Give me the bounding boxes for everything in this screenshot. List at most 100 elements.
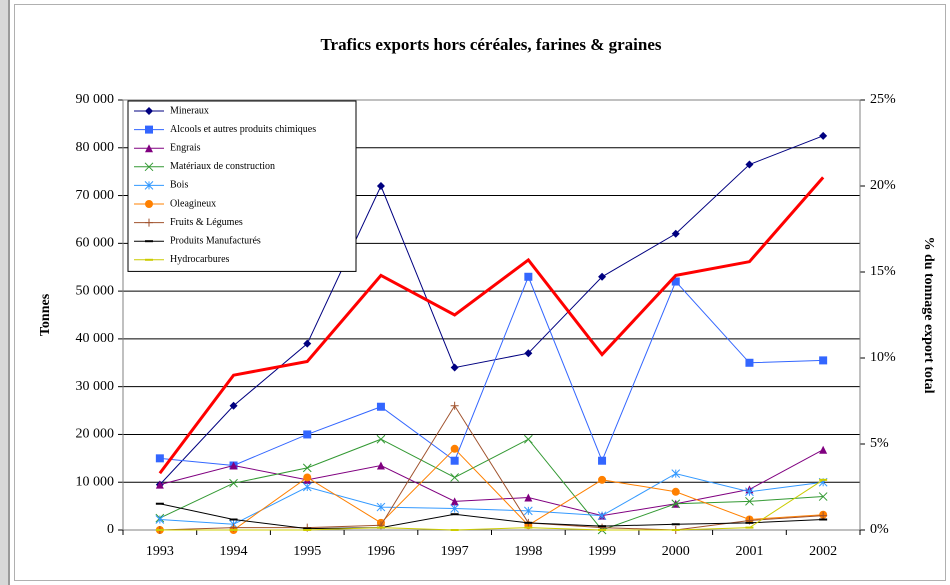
x-tick-label: 1999: [588, 544, 616, 559]
marker: [450, 497, 459, 506]
legend-marker: [145, 144, 153, 153]
y-tick-label: 20 000: [76, 427, 115, 442]
marker: [524, 349, 533, 358]
y2-tick-label: 25%: [870, 92, 896, 107]
x-tick-label: 1995: [293, 544, 321, 559]
marker: [671, 487, 680, 496]
legend-marker: [144, 162, 154, 172]
marker: [376, 461, 385, 470]
marker: [671, 229, 680, 238]
marker: [598, 272, 607, 281]
marker: [745, 358, 754, 367]
x-tick-label: 2001: [735, 544, 763, 559]
series-line: [159, 479, 824, 531]
y2-tick-label: 10%: [870, 350, 896, 365]
y2-axis-title: % du tonnage export total: [921, 236, 936, 393]
x-tick-label: 1996: [367, 544, 395, 559]
legend-label: Hydrocarbures: [170, 254, 230, 265]
legend-label: Mineraux: [170, 105, 209, 116]
marker: [523, 506, 533, 516]
legend-label: Bois: [170, 180, 188, 191]
series-line: [159, 135, 824, 485]
marker: [229, 401, 238, 410]
marker: [376, 402, 385, 411]
marker: [302, 463, 312, 473]
y2-tick-label: 20%: [870, 178, 896, 193]
marker: [818, 492, 828, 501]
legend-label: Matériaux de construction: [170, 161, 275, 172]
y-tick-label: 50 000: [76, 283, 115, 298]
series-line: [159, 438, 824, 531]
marker: [819, 356, 828, 365]
marker: [376, 502, 386, 512]
marker: [745, 496, 754, 506]
y-tick-label: 80 000: [76, 140, 115, 155]
legend: Mineraux Alcools et autres produits chimi…: [127, 100, 357, 272]
marker: [598, 456, 607, 465]
marker: [523, 434, 533, 444]
legend-box: [127, 100, 357, 272]
marker: [303, 430, 312, 439]
marker: [819, 445, 828, 454]
x-tick-label: 2002: [809, 544, 837, 559]
marker: [450, 456, 459, 465]
marker: [597, 511, 607, 521]
marker: [450, 473, 460, 482]
marker: [450, 401, 459, 410]
series-line: [159, 473, 824, 525]
marker: [819, 131, 828, 140]
y-tick-label: 0: [107, 522, 114, 537]
chart-frame: [14, 4, 946, 581]
y2-tick-label: 5%: [870, 436, 889, 451]
y2-tick-label: 15%: [870, 264, 896, 279]
marker: [745, 160, 754, 169]
legend-marker: [145, 107, 153, 115]
legend-marker: [144, 181, 154, 190]
legend-label: Produits Manufacturés: [170, 235, 261, 246]
marker: [376, 182, 385, 190]
x-tick-label: 1998: [514, 544, 542, 559]
marker: [671, 469, 681, 478]
y-tick-label: 10 000: [76, 474, 115, 489]
marker: [745, 487, 754, 497]
chart-title: Trafics exports hors céréales, farines &…: [320, 35, 661, 54]
legend-label: Alcools et autres produits chimiques: [170, 124, 316, 135]
marker: [671, 499, 681, 509]
marker: [229, 461, 238, 470]
series-line: [159, 275, 824, 467]
x-tick-label: 1997: [441, 544, 469, 559]
marker: [671, 277, 680, 286]
y-tick-label: 60 000: [76, 236, 115, 251]
legend-marker: [145, 125, 153, 134]
marker: [598, 475, 607, 484]
series-line: [159, 449, 824, 517]
marker: [450, 363, 459, 372]
y2-tick-label: 0%: [870, 522, 889, 537]
marker: [155, 480, 164, 489]
legend-label: Fruits & Légumes: [170, 217, 243, 228]
y-tick-label: 90 000: [76, 92, 115, 107]
series-line: [159, 448, 824, 531]
marker: [155, 515, 165, 524]
marker: [303, 339, 312, 348]
y-tick-label: 70 000: [76, 188, 115, 203]
marker: [303, 473, 312, 482]
y-tick-label: 30 000: [76, 379, 115, 394]
marker: [229, 478, 238, 488]
series-line: [159, 503, 824, 530]
legend-label: Oleagineux: [170, 198, 216, 209]
marker: [450, 444, 459, 453]
legend-marker: [145, 218, 153, 227]
marker: [302, 482, 312, 492]
x-tick-label: 1994: [220, 544, 248, 559]
marker: [376, 434, 386, 444]
marker: [450, 504, 460, 513]
share-line: [158, 176, 825, 475]
x-tick-label: 1993: [146, 544, 174, 559]
y-axis-title: Tonnes: [38, 293, 53, 336]
x-tick-label: 2000: [662, 544, 690, 559]
marker: [524, 272, 533, 281]
legend-label: Engrais: [170, 142, 201, 153]
